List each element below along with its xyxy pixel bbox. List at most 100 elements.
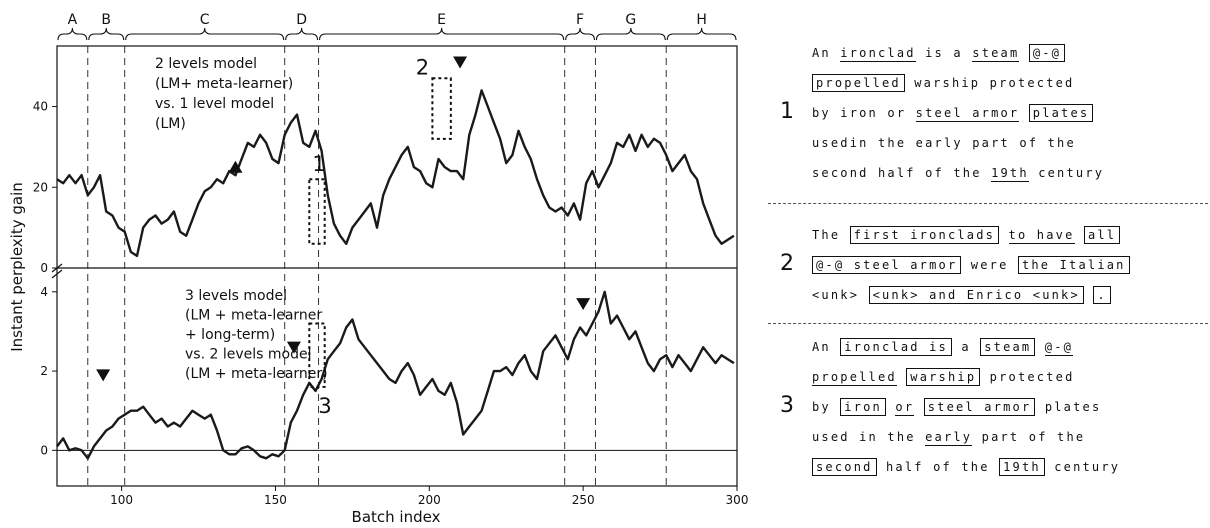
plain-token: is a [915, 46, 973, 60]
x-tick-label: 100 [110, 493, 133, 507]
boxed-token: ironclad is [840, 338, 952, 356]
example-number: 3 [780, 393, 794, 418]
boxed-token: the Italian [1017, 256, 1130, 274]
example-text: An ironclad is a steam @-@ propelled wars… [812, 332, 1120, 482]
highlight-marker-label: 3 [318, 394, 331, 418]
plain-token: <unk> [812, 288, 869, 302]
example-line: by iron or steel armor plates [812, 98, 1104, 128]
y-tick-label: 20 [33, 180, 48, 194]
plain-token: The [812, 228, 850, 242]
gain-series-line [56, 89, 735, 258]
segment-brace [285, 27, 319, 41]
gain-series-line [56, 290, 735, 460]
example-line: The first ironclads to have all [812, 220, 1130, 250]
plain-token: used in the [812, 430, 926, 444]
panel-annotation-line: 3 levels model [185, 288, 287, 304]
example-line: second half of the 19th century [812, 158, 1104, 188]
highlight-marker-box [431, 77, 452, 140]
boxed-token: all [1083, 226, 1121, 244]
panel-annotation-line: + long-term) [185, 327, 275, 343]
boxed-token: @-@ [1028, 44, 1066, 62]
highlight-marker-label: 1 [312, 152, 325, 176]
plain-token [1019, 106, 1028, 120]
plain-token: second half of the [812, 166, 992, 180]
segment-brace [666, 27, 737, 41]
example-text: The first ironclads to have all @-@ steel… [812, 220, 1130, 310]
triangle-up-marker [228, 160, 243, 173]
example-line: usedin the early part of the [812, 128, 1104, 158]
segment-label: F [576, 12, 584, 28]
plain-token: protected [980, 370, 1075, 384]
y-tick-label: 0 [40, 443, 48, 457]
underlined-token: propelled [812, 370, 897, 386]
plain-token [1019, 46, 1028, 60]
segment-label: D [296, 12, 307, 28]
example-line: <unk> <unk> and Enrico <unk> . [812, 280, 1130, 310]
axis-break-mark [51, 269, 63, 279]
plain-token: part of the [972, 430, 1086, 444]
plain-token: An [812, 46, 831, 60]
plain-token: by iron or [812, 106, 916, 120]
example-line: @-@ steel armor were the Italian [812, 250, 1130, 280]
plain-token: were [961, 258, 1018, 272]
example-line: used in the early part of the [812, 422, 1120, 452]
plain-token: usedin the early part of the [812, 136, 1076, 150]
plain-token [999, 228, 1008, 242]
example-line: propelled warship protected [812, 68, 1104, 98]
boxed-token: second [812, 458, 877, 476]
plain-token [914, 400, 923, 414]
y-axis-label: Instant perplexity gain [8, 182, 26, 352]
segment-label: H [696, 12, 707, 28]
plain-token: plates [1035, 400, 1102, 414]
boxed-token: steam [980, 338, 1036, 356]
segment-label: G [625, 12, 636, 28]
plain-token: century [1044, 460, 1121, 474]
examples-panel: 1 An ironclad is a steam @-@ propelled war… [768, 38, 1208, 528]
highlight-marker-label: 2 [416, 55, 429, 79]
underlined-token: early [925, 430, 973, 446]
segment-brace [57, 27, 88, 41]
plain-token: century [1028, 166, 1105, 180]
triangle-down-marker [286, 341, 301, 354]
panel-annotation-line: vs. 1 level model [155, 96, 274, 112]
underlined-token: steam [972, 46, 1020, 62]
boxed-token: plates [1028, 104, 1094, 122]
segment-brace [125, 27, 285, 41]
example-separator [768, 203, 1208, 204]
segment-label: C [200, 12, 210, 28]
underlined-token: steel armor [915, 106, 1020, 122]
plain-token: An [812, 340, 841, 354]
triangle-down-marker [96, 369, 111, 382]
panel-annotation-line: (LM) [155, 116, 186, 132]
example-number: 1 [780, 99, 794, 124]
plain-token: warship protected [904, 76, 1075, 90]
example-line: propelled warship protected [812, 362, 1120, 392]
boxed-token: propelled [812, 74, 905, 92]
underlined-token: @-@ [1044, 340, 1074, 356]
x-axis-label: Batch index [352, 508, 441, 526]
plain-token: half of the [876, 460, 1000, 474]
plain-token [831, 46, 840, 60]
segment-label: E [437, 12, 446, 28]
x-tick-label: 150 [264, 493, 287, 507]
panel-annotation-line: (LM+ meta-learner) [155, 76, 293, 92]
segment-brace [318, 27, 565, 41]
plain-token [897, 370, 906, 384]
underlined-token: ironclad [840, 46, 916, 62]
panel-annotation-line: (LM + meta-learner [185, 308, 322, 324]
segment-brace [565, 27, 596, 41]
plain-token [1084, 288, 1093, 302]
x-tick-label: 250 [572, 493, 595, 507]
highlight-marker-box [308, 322, 326, 388]
example-line: by iron or steel armor plates [812, 392, 1120, 422]
y-tick-label: 0 [40, 261, 48, 275]
y-tick-label: 4 [40, 285, 48, 299]
example-number: 2 [780, 251, 794, 276]
segment-label: B [101, 12, 111, 28]
x-tick-label: 300 [726, 493, 749, 507]
boxed-token: warship [906, 368, 981, 386]
example-separator [768, 323, 1208, 324]
example-text: An ironclad is a steam @-@ propelled wars… [812, 38, 1104, 188]
plain-token [1035, 340, 1044, 354]
underlined-token: 19th [991, 166, 1029, 182]
